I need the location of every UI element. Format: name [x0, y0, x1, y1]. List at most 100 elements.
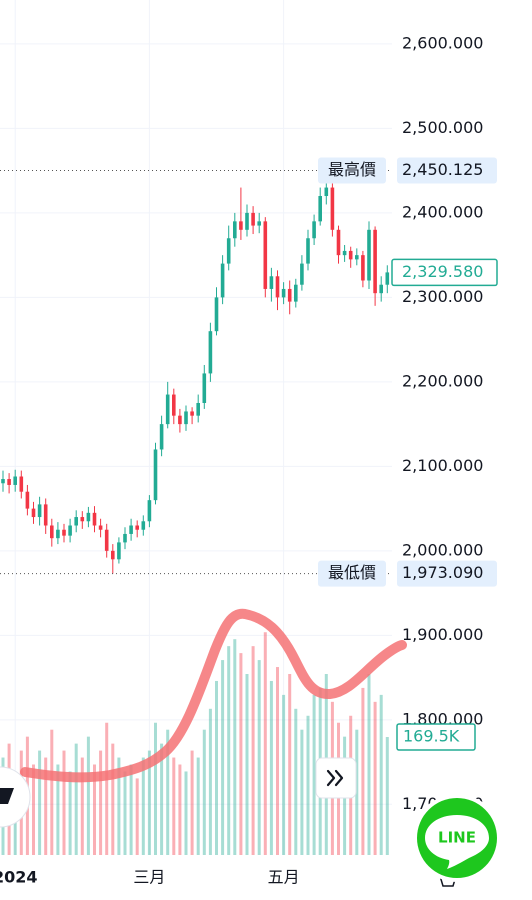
candle-body — [92, 512, 97, 526]
candle-body — [367, 229, 371, 281]
candle-body — [379, 284, 383, 294]
candle-body — [117, 542, 121, 560]
candle-body — [251, 212, 255, 226]
volume-bar — [196, 757, 200, 855]
candle-body — [31, 508, 36, 518]
volume-bar — [68, 771, 72, 855]
volume-bar — [62, 750, 66, 855]
volume-bar — [379, 694, 383, 855]
volume-bar — [93, 764, 96, 855]
candle-body — [123, 533, 127, 543]
volume-bar — [202, 729, 206, 855]
volume-bar — [38, 750, 42, 855]
y-tick-label: 2,100.000 — [402, 456, 483, 475]
last-volume: 169.5K — [403, 727, 460, 746]
candle-body — [233, 221, 237, 239]
volume-bar — [160, 743, 164, 855]
volume-bar — [74, 743, 78, 855]
volume-bar — [300, 729, 304, 855]
volume-bar — [44, 757, 48, 855]
volume-bar — [276, 667, 279, 855]
candle-body — [56, 529, 60, 539]
volume-bar — [269, 680, 273, 855]
candle-body — [43, 504, 48, 526]
line-bubble — [425, 815, 489, 869]
candle-body — [13, 476, 17, 485]
volume-bar — [105, 722, 109, 855]
candle-body — [153, 449, 158, 501]
volume-bar — [257, 660, 261, 855]
candle-body — [104, 529, 109, 551]
candle-body — [37, 504, 42, 518]
volume-bar — [178, 764, 182, 855]
candle-body — [80, 517, 85, 522]
volume-bar — [111, 743, 115, 855]
candle-body — [129, 525, 133, 534]
candle-body — [294, 284, 298, 302]
volume-bar — [166, 729, 170, 855]
candle-body — [172, 394, 176, 416]
candle-body — [263, 221, 268, 289]
candle-body — [342, 250, 347, 256]
scroll-icon — [326, 769, 344, 787]
line-button[interactable]: LINE — [413, 794, 501, 882]
candle-body — [202, 373, 207, 403]
volume-bar — [154, 722, 157, 855]
candle-body — [159, 424, 164, 450]
candle-body — [214, 297, 219, 332]
candle-body — [141, 521, 146, 530]
candle-body — [257, 221, 261, 226]
candle-body — [348, 250, 353, 260]
volume-bar — [135, 778, 139, 855]
volume-bar — [373, 701, 377, 855]
x-tick-label: 三月 — [133, 868, 165, 887]
candle-body — [50, 525, 54, 539]
candle-body — [226, 238, 231, 264]
extreme-name: 最高價 — [328, 160, 376, 179]
volume-bar — [361, 687, 365, 855]
volume-bar — [80, 757, 84, 855]
candle-body — [7, 479, 11, 485]
candle-body — [324, 187, 329, 197]
candle-body — [1, 479, 5, 484]
extreme-name-box — [318, 157, 386, 184]
y-tick-label: 2,500.000 — [402, 118, 483, 137]
scroll-button-bg — [315, 757, 357, 799]
volume-bar — [99, 750, 103, 855]
scroll-button[interactable] — [315, 757, 357, 799]
volume-bar — [56, 764, 60, 855]
extreme-name: 最低價 — [328, 563, 376, 582]
volume-bar — [208, 708, 212, 855]
volume-bar — [233, 639, 237, 855]
candle-body — [111, 550, 115, 560]
volume-bar — [251, 646, 255, 855]
extreme-value: 2,450.125 — [402, 160, 483, 179]
volume-bar — [129, 764, 133, 855]
line-label: LINE — [438, 829, 476, 847]
candle-body — [336, 229, 341, 256]
last-price-box — [391, 258, 498, 287]
candle-body — [25, 491, 30, 509]
candle-body — [318, 196, 322, 222]
candle-body — [312, 221, 316, 239]
x-tick-label: 五月 — [268, 868, 300, 887]
candle-body — [184, 411, 188, 425]
candle-body — [373, 229, 377, 294]
volume-bar — [123, 771, 127, 855]
candle-body — [300, 263, 304, 285]
y-tick-label: 1,900.000 — [402, 625, 483, 644]
volume-bar — [245, 673, 249, 855]
candle-body — [98, 525, 103, 530]
volume-bar — [367, 673, 371, 855]
volume-bar — [215, 680, 218, 855]
candle-body — [208, 331, 213, 374]
extreme-value-box — [397, 157, 497, 184]
volume-bar — [50, 729, 54, 855]
y-tick-label: 2,200.000 — [402, 371, 483, 390]
volume-bar — [86, 736, 90, 855]
volume-bar — [288, 673, 292, 855]
candle-body — [287, 288, 292, 302]
volume-bar — [282, 694, 286, 855]
candle-body — [68, 525, 72, 536]
candle-body — [355, 255, 359, 260]
